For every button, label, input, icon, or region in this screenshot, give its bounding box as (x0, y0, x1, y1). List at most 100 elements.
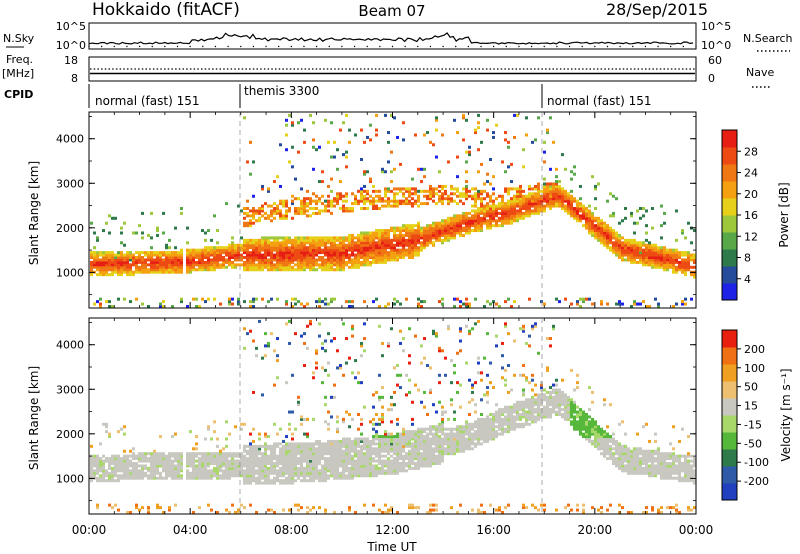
velocity-cell (120, 462, 123, 465)
velocity-cell (330, 466, 333, 470)
velocity-cell (348, 447, 351, 451)
velocity-cell (207, 459, 210, 463)
power-cell (429, 197, 432, 201)
power-cell (504, 207, 507, 210)
velocity-cell (273, 452, 276, 456)
velocity-cell (141, 506, 144, 510)
power-cell (396, 241, 399, 245)
velocity-cell (375, 452, 378, 456)
power-cell (417, 302, 420, 306)
power-cell (300, 246, 303, 250)
velocity-cell (105, 471, 108, 475)
power-cell (354, 133, 357, 137)
power-cell (396, 199, 399, 203)
velocity-cell (306, 442, 309, 446)
power-cell (189, 268, 192, 272)
velocity-cell (453, 427, 456, 431)
power-cell (591, 224, 594, 228)
power-cell (333, 251, 336, 255)
power-cell (300, 256, 303, 259)
power-cell (594, 216, 597, 220)
noise-search-dot (240, 45, 242, 48)
power-cell (558, 180, 561, 184)
power-cell (408, 233, 411, 237)
power-cell (258, 263, 261, 267)
velocity-cell (300, 444, 303, 448)
power-cell (105, 258, 108, 262)
power-cell (585, 224, 588, 228)
velocity-cell (309, 319, 312, 323)
velocity-cell (138, 454, 141, 458)
velocity-cell (135, 457, 138, 461)
power-cell (351, 241, 354, 245)
velocity-cell (342, 322, 345, 326)
velocity-cell (210, 457, 213, 461)
velocity-cell (468, 432, 471, 436)
power-cell (135, 270, 138, 274)
power-cell (618, 246, 621, 250)
velocity-cell (468, 422, 471, 426)
power-cell (648, 246, 651, 250)
power-cell (96, 256, 99, 259)
power-cell (468, 145, 471, 149)
velocity-cell (312, 506, 315, 510)
velocity-cell (354, 444, 357, 448)
power-cell (210, 263, 213, 267)
velocity-cell (426, 447, 429, 451)
power-cell (564, 207, 567, 210)
velocity-cell (336, 474, 339, 478)
velocity-cell (201, 462, 204, 465)
velocity-cell (447, 427, 450, 431)
noise-search-dot (328, 45, 330, 48)
power-cell (93, 246, 96, 250)
power-cell (447, 221, 450, 225)
power-cell (327, 253, 330, 257)
velocity-cell (315, 452, 318, 456)
velocity-cell (201, 474, 204, 478)
power-cell (456, 131, 459, 135)
power-cell (402, 251, 405, 255)
velocity-cell (309, 469, 312, 473)
velocity-cell (228, 454, 231, 458)
power-cell (633, 243, 636, 247)
power-cell (519, 211, 522, 215)
power-cell (339, 243, 342, 247)
power-cell (99, 297, 102, 301)
power-cell (618, 302, 621, 306)
power-cell (324, 241, 327, 245)
power-cell (270, 211, 273, 215)
power-cell (408, 202, 411, 206)
power-cell (150, 251, 153, 255)
velocity-cell (468, 427, 471, 431)
velocity-cell (339, 457, 342, 461)
power-cell (270, 243, 273, 247)
power-cell (387, 251, 390, 255)
power-cell (393, 236, 396, 240)
velocity-cell (471, 425, 474, 429)
power-cell (288, 253, 291, 257)
power-cell (684, 258, 687, 262)
velocity-cell (351, 439, 354, 443)
velocity-cell (246, 474, 249, 478)
velocity-cell (369, 452, 372, 456)
power-cell (111, 268, 114, 272)
power-cell (609, 226, 612, 230)
velocity-cell (366, 437, 369, 441)
power-cell (309, 268, 312, 272)
power-cell (492, 202, 495, 206)
velocity-cell (216, 476, 219, 480)
velocity-cell (321, 341, 324, 345)
power-cell (429, 236, 432, 240)
power-cell (579, 219, 582, 223)
power-cell (660, 251, 663, 255)
power-cell (123, 243, 126, 247)
power-cell (141, 270, 144, 274)
velocity-cell (318, 469, 321, 473)
power-cell (90, 268, 93, 272)
power-cell (435, 116, 438, 120)
power-cell (372, 241, 375, 245)
power-cell (399, 199, 402, 203)
velocity-cell (261, 393, 264, 397)
power-cell (522, 189, 525, 193)
power-cell (456, 224, 459, 228)
